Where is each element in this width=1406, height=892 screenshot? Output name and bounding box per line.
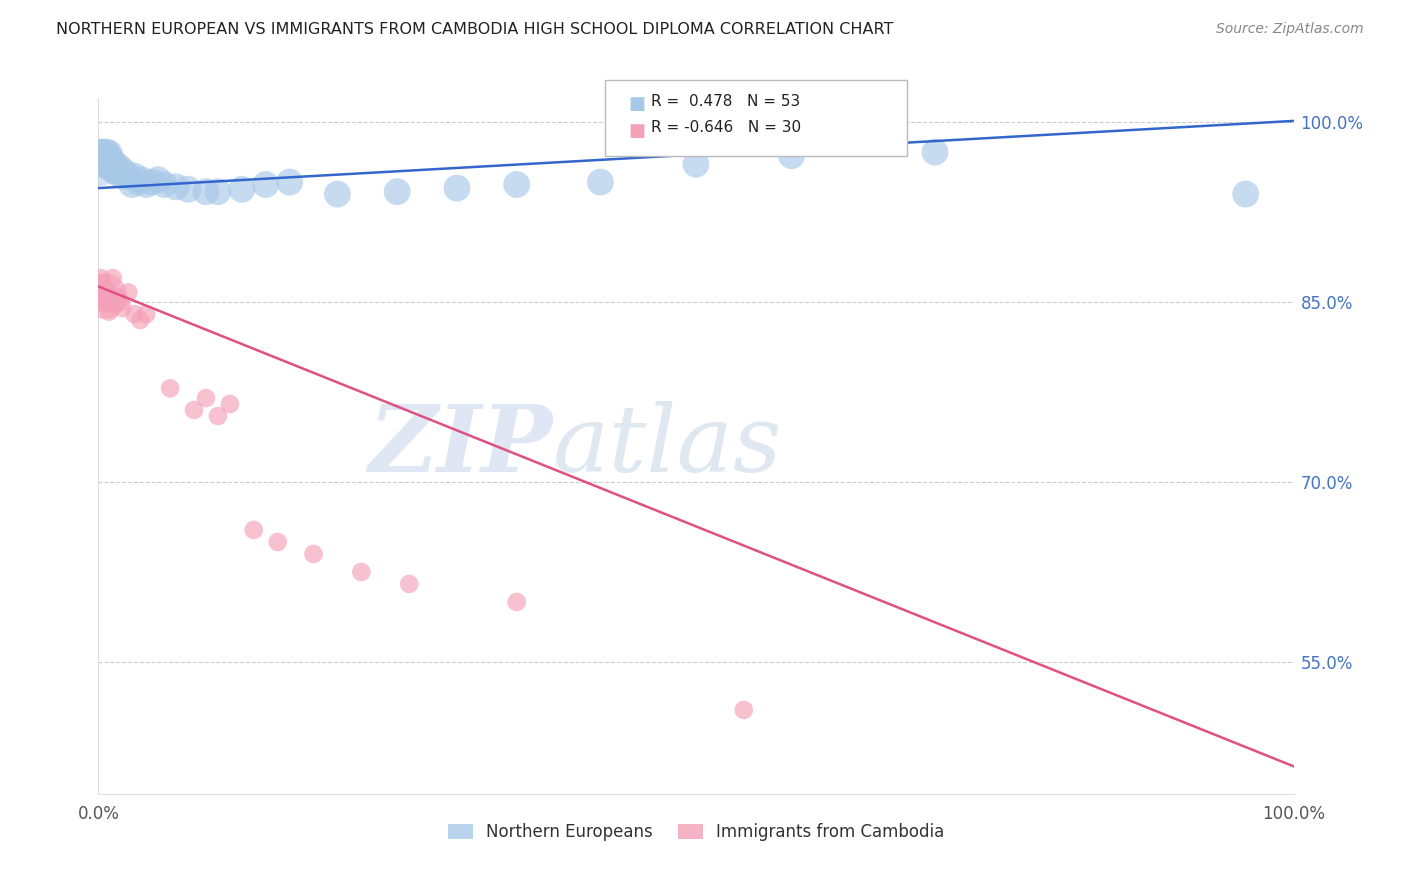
Point: [96, 283, 118, 297]
Point: [98, 304, 121, 318]
Point: [98, 297, 122, 311]
Point: [124, 307, 146, 321]
Point: [446, 181, 468, 195]
Point: [506, 595, 529, 609]
Point: [278, 175, 301, 189]
Point: [121, 178, 143, 192]
Text: R =  0.478   N = 53: R = 0.478 N = 53: [651, 94, 800, 109]
Point: [131, 172, 153, 186]
Point: [91, 149, 114, 163]
Point: [159, 381, 181, 395]
Point: [91, 277, 114, 291]
Point: [93, 151, 115, 165]
Text: NORTHERN EUROPEAN VS IMMIGRANTS FROM CAMBODIA HIGH SCHOOL DIPLOMA CORRELATION CH: NORTHERN EUROPEAN VS IMMIGRANTS FROM CAM…: [56, 22, 894, 37]
Point: [104, 157, 127, 171]
Point: [924, 145, 946, 160]
Point: [96, 145, 118, 160]
Point: [91, 289, 114, 303]
Point: [589, 175, 612, 189]
Point: [93, 146, 115, 161]
Point: [780, 149, 803, 163]
Point: [98, 153, 121, 168]
Point: [101, 163, 124, 178]
Point: [302, 547, 325, 561]
Text: R = -0.646   N = 30: R = -0.646 N = 30: [651, 120, 801, 136]
Point: [207, 409, 229, 423]
Point: [733, 703, 755, 717]
Point: [326, 187, 349, 202]
Point: [111, 169, 134, 183]
Point: [89, 295, 111, 310]
Text: ZIP: ZIP: [368, 401, 553, 491]
Text: ■: ■: [628, 95, 645, 113]
Point: [124, 169, 146, 183]
Point: [107, 163, 129, 178]
Point: [135, 178, 157, 192]
Point: [90, 271, 112, 285]
Point: [135, 307, 157, 321]
Point: [219, 397, 242, 411]
Point: [129, 313, 152, 327]
Legend: Northern Europeans, Immigrants from Cambodia: Northern Europeans, Immigrants from Camb…: [441, 817, 950, 848]
Point: [97, 289, 120, 303]
Point: [111, 301, 134, 315]
Point: [1234, 187, 1257, 202]
Point: [105, 165, 128, 179]
Point: [685, 157, 707, 171]
Point: [141, 175, 163, 189]
Point: [114, 165, 136, 179]
Point: [243, 523, 266, 537]
Point: [89, 151, 111, 165]
Point: [94, 156, 117, 170]
Point: [100, 153, 122, 168]
Point: [98, 146, 121, 161]
Point: [195, 391, 218, 405]
Point: [87, 158, 110, 172]
Point: [254, 178, 277, 192]
Point: [105, 289, 128, 303]
Point: [98, 151, 122, 165]
Point: [153, 178, 176, 192]
Point: [127, 175, 149, 189]
Point: [91, 145, 114, 160]
Point: [117, 169, 139, 183]
Point: [385, 185, 409, 199]
Point: [103, 161, 125, 175]
Point: [97, 160, 120, 174]
Point: [231, 182, 253, 196]
Text: atlas: atlas: [553, 401, 782, 491]
Point: [207, 185, 229, 199]
Point: [94, 295, 117, 310]
Point: [108, 295, 131, 310]
Point: [98, 157, 122, 171]
Point: [101, 271, 124, 285]
Point: [94, 149, 117, 163]
Point: [398, 577, 420, 591]
Point: [117, 285, 139, 300]
Point: [93, 289, 115, 303]
Point: [97, 151, 120, 165]
Point: [91, 157, 114, 171]
Text: ■: ■: [628, 122, 645, 140]
Point: [148, 172, 170, 186]
Point: [91, 153, 114, 168]
Point: [108, 161, 131, 175]
Point: [90, 145, 112, 160]
Point: [195, 185, 218, 199]
Point: [506, 178, 529, 192]
Point: [267, 535, 290, 549]
Point: [350, 565, 373, 579]
Point: [183, 403, 205, 417]
Point: [165, 180, 187, 194]
Point: [177, 182, 200, 196]
Point: [96, 153, 118, 168]
Text: Source: ZipAtlas.com: Source: ZipAtlas.com: [1216, 22, 1364, 37]
Point: [90, 153, 112, 168]
